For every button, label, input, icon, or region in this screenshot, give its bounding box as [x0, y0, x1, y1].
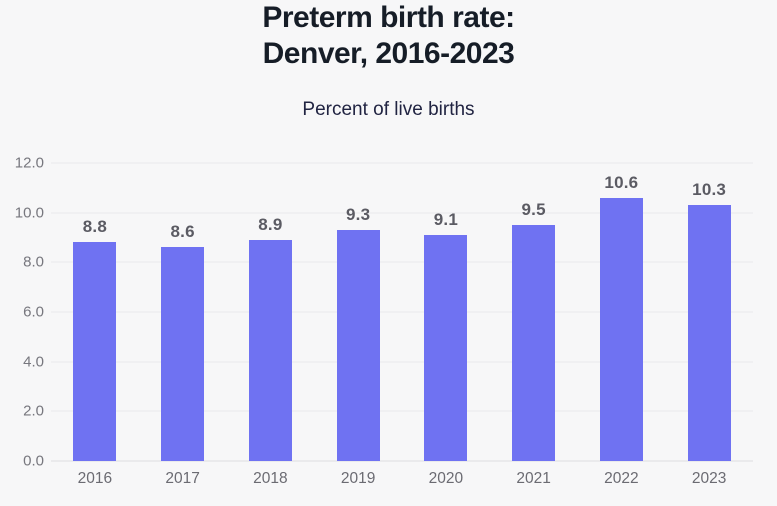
- bar-value-label: 8.8: [82, 217, 107, 237]
- x-tick-label: 2019: [340, 470, 376, 487]
- gridline: [51, 162, 753, 164]
- chart-title-line2: Denver, 2016-2023: [262, 37, 515, 70]
- y-tick-label: 0.0: [23, 452, 44, 470]
- bar-column: 9.1: [402, 163, 490, 461]
- y-tick-label: 4.0: [23, 353, 44, 371]
- bar-column: 10.3: [665, 163, 753, 461]
- x-tick-label: 2023: [691, 470, 727, 487]
- bar-2020: [424, 235, 468, 461]
- bar-column: 9.5: [490, 163, 578, 461]
- chart-subtitle: Percent of live births: [302, 99, 475, 120]
- bar-column: 8.9: [227, 163, 315, 461]
- bar-2016: [73, 242, 117, 461]
- bar-2023: [687, 205, 731, 461]
- y-tick-label: 2.0: [23, 402, 44, 420]
- y-tick-label: 8.0: [23, 253, 44, 271]
- bar-2019: [336, 230, 380, 461]
- y-tick-label: 10.0: [14, 204, 44, 222]
- bar-column: 10.6: [578, 163, 666, 461]
- x-tick-label: 2017: [165, 470, 200, 487]
- x-tick-label: 2020: [428, 470, 464, 487]
- bar-2021: [512, 225, 556, 461]
- bar-value-label: 8.6: [170, 222, 195, 242]
- chart-title-line1: Preterm birth rate:: [262, 1, 515, 34]
- x-tick-label: 2018: [253, 470, 288, 487]
- x-tick-label: 2016: [77, 470, 113, 487]
- bars-container: 8.8 8.6 8.9 9.3 9.1 9.5 10.6 10.3: [51, 163, 753, 461]
- bar-value-label: 8.9: [258, 214, 283, 234]
- bar-column: 8.6: [139, 163, 227, 461]
- x-axis-baseline: [51, 460, 753, 462]
- gridline: [51, 212, 753, 214]
- x-tick-label: 2021: [516, 470, 551, 487]
- gridline: [51, 261, 753, 263]
- gridline: [51, 361, 753, 363]
- bar-value-label: 10.6: [604, 172, 639, 192]
- plot-area: 8.8 8.6 8.9 9.3 9.1 9.5 10.6 10.3 2016 2017 2018 2…: [15, 155, 753, 487]
- bar-2017: [161, 247, 205, 461]
- gridline: [51, 311, 753, 313]
- bar-2018: [248, 239, 292, 461]
- bar-column: 9.3: [314, 163, 402, 461]
- bar-value-label: 9.5: [521, 200, 546, 220]
- x-tick-label: 2022: [604, 470, 639, 487]
- bar-value-label: 9.1: [433, 210, 458, 230]
- bar-value-label: 9.3: [346, 205, 371, 225]
- y-tick-label: 12.0: [14, 154, 44, 172]
- gridline: [51, 410, 753, 412]
- y-tick-label: 6.0: [23, 303, 44, 321]
- x-axis-labels: 2016 2017 2018 2019 2020 2021 2022 2023: [51, 461, 753, 488]
- bar-2022: [599, 197, 643, 461]
- chart-title: Preterm birth rate: Denver, 2016-2023: [0, 0, 777, 72]
- bar-value-label: 10.3: [692, 180, 727, 200]
- bar-column: 8.8: [51, 163, 139, 461]
